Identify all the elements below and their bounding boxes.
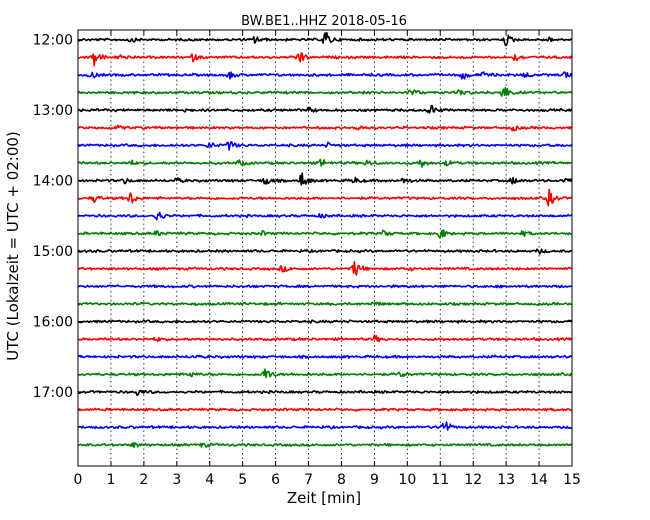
seismogram-trace: [77, 421, 573, 431]
x-tick-label: 0: [74, 472, 83, 488]
seismogram-trace: [77, 389, 573, 396]
seismogram-trace: [77, 319, 573, 324]
y-tick-label: 17:00: [33, 385, 73, 401]
seismogram-trace: [77, 124, 573, 132]
x-tick-label: 2: [139, 472, 148, 488]
x-tick-label: 6: [271, 472, 280, 488]
x-tick-label: 1: [106, 472, 115, 488]
seismogram-trace: [77, 141, 573, 151]
x-tick-label: 8: [337, 472, 346, 488]
y-axis-ticks: 12:00 13:00 14:00 15:00 16:00 17:00: [33, 33, 572, 401]
chart-title: BW.BE1..HHZ 2018-05-16: [241, 14, 407, 29]
seismogram-trace: [77, 260, 573, 276]
seismogram-trace: [77, 229, 573, 239]
seismogram-trace: [77, 31, 573, 47]
x-tick-label: 3: [172, 472, 181, 488]
seismogram-trace: [77, 172, 573, 186]
x-axis-label: Zeit [min]: [287, 489, 361, 507]
y-tick-label: 13:00: [33, 103, 73, 119]
seismogram-trace: [77, 301, 573, 307]
seismogram-trace: [77, 211, 573, 221]
seismogram-trace: [77, 354, 573, 359]
trace-group: [77, 31, 573, 449]
seismogram-trace: [77, 407, 573, 412]
seismogram-trace: [77, 284, 573, 289]
plot-frame: [77, 29, 573, 467]
x-tick-label: 14: [530, 472, 548, 488]
x-tick-label: 7: [304, 472, 313, 488]
seismogram-trace: [77, 71, 573, 80]
x-tick-label: 9: [370, 472, 379, 488]
seismogram-trace: [77, 105, 573, 114]
y-tick-label: 15:00: [33, 244, 73, 260]
x-tick-label: 12: [464, 472, 482, 488]
x-tick-label: 11: [431, 472, 449, 488]
x-tick-label: 10: [398, 472, 416, 488]
y-axis-label: UTC (Lokalzeit = UTC + 02:00): [4, 131, 22, 361]
seismogram-trace: [77, 158, 572, 168]
x-tick-label: 4: [205, 472, 214, 488]
seismogram-trace: [77, 248, 573, 255]
seismogram-trace: [77, 52, 573, 67]
y-tick-label: 16:00: [33, 315, 73, 331]
seismogram-trace: [77, 87, 573, 97]
x-tick-label: 15: [563, 472, 581, 488]
y-tick-label: 14:00: [33, 174, 73, 190]
seismogram-trace: [77, 368, 573, 379]
x-axis-ticks: 0 1 2 3 4 5 6 7 8 9 10 11 12 13 14 15: [74, 30, 581, 488]
seismogram-trace: [77, 442, 573, 449]
y-tick-label: 12:00: [33, 33, 73, 49]
grid-lines: [110, 30, 540, 466]
seismogram-trace: [77, 334, 573, 343]
x-tick-label: 5: [238, 472, 247, 488]
x-tick-label: 13: [497, 472, 515, 488]
seismogram-trace: [77, 188, 573, 207]
